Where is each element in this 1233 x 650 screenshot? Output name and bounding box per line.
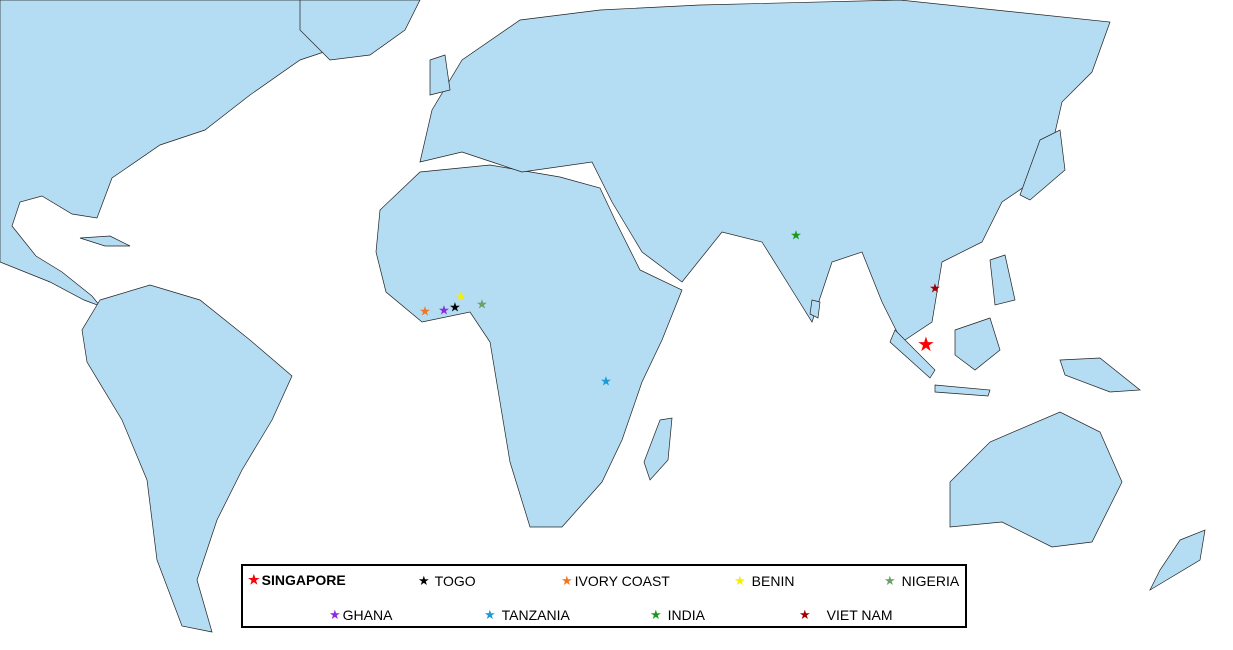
- legend-item-india: ★ INDIA: [650, 607, 705, 623]
- legend: ★ SINGAPORE ★ TOGO ★ IVORY COAST ★ BENIN ★ NI…: [241, 564, 967, 628]
- legend-item-togo: ★ TOGO: [418, 573, 476, 589]
- star-icon: ★: [561, 573, 573, 588]
- australia: [949, 411, 1123, 548]
- legend-item-tanzania: ★ TANZANIA: [484, 607, 570, 623]
- legend-item-viet-nam: ★ VIET NAM: [799, 607, 893, 623]
- java: [934, 384, 991, 397]
- star-icon-tanzania: ★: [600, 373, 612, 389]
- star-icon-ivory-coast: ★: [419, 303, 431, 319]
- legend-item-nigeria: ★ NIGERIA: [884, 573, 960, 589]
- star-icon-benin: ★: [455, 288, 467, 304]
- star-icon-nigeria: ★: [476, 296, 488, 312]
- legend-item-benin: ★ BENIN: [734, 573, 795, 589]
- star-icon-singapore: ★: [917, 334, 935, 356]
- star-icon: ★: [248, 572, 260, 587]
- legend-item-singapore: ★ SINGAPORE: [248, 572, 346, 588]
- star-icon: ★: [734, 573, 746, 588]
- star-icon-togo: ★: [449, 299, 461, 315]
- greenland: [299, 0, 421, 61]
- madagascar: [643, 417, 673, 481]
- star-icon: ★: [484, 607, 496, 622]
- north-america: [0, 0, 391, 307]
- borneo: [954, 317, 1001, 371]
- africa: [375, 164, 683, 528]
- star-icon: ★: [329, 607, 341, 622]
- sumatra: [889, 329, 936, 379]
- japan: [1019, 129, 1066, 201]
- south-america: [81, 284, 293, 633]
- sri-lanka: [809, 299, 821, 319]
- uk: [429, 54, 451, 96]
- star-icon: ★: [650, 607, 662, 622]
- star-icon-ghana: ★: [438, 302, 450, 318]
- legend-item-ivory-coast: ★ IVORY COAST: [561, 573, 670, 589]
- new-zealand: [1149, 529, 1206, 591]
- star-icon: ★: [418, 573, 430, 588]
- new-guinea: [1059, 357, 1141, 393]
- legend-item-ghana: ★ GHANA: [329, 607, 393, 623]
- star-icon-viet-nam: ★: [929, 280, 941, 296]
- philippines: [989, 254, 1016, 306]
- star-icon-india: ★: [790, 227, 802, 243]
- star-icon: ★: [884, 573, 896, 588]
- star-icon: ★: [799, 607, 811, 622]
- cuba: [79, 235, 131, 247]
